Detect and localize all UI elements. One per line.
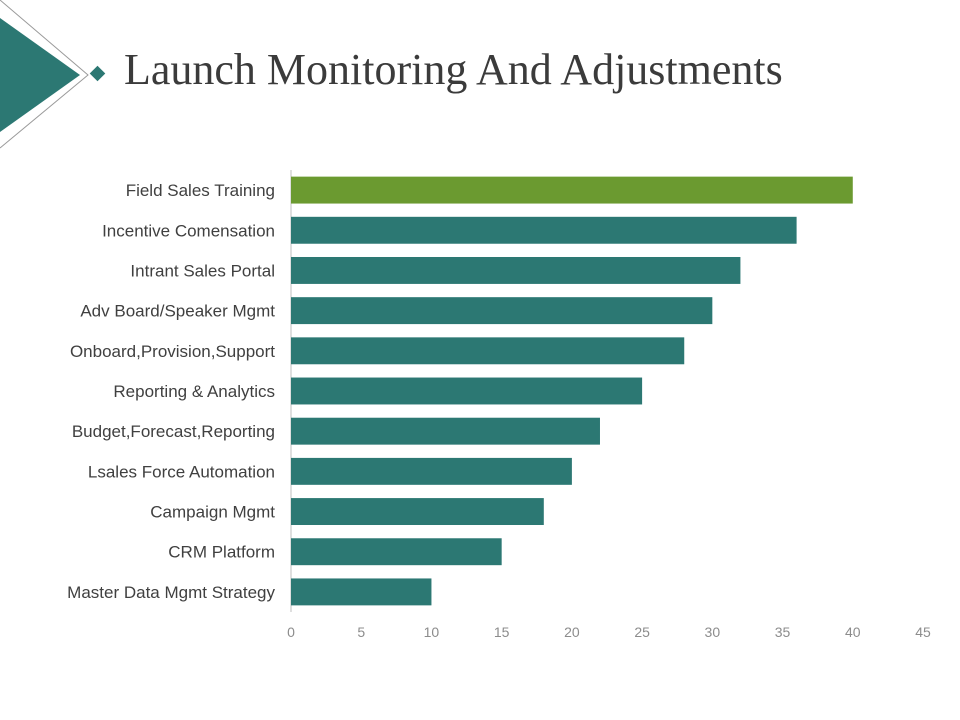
- corner-decoration: [0, 0, 106, 149]
- x-tick-label: 0: [287, 624, 295, 640]
- category-label: Master Data Mgmt Strategy: [67, 583, 275, 602]
- x-tick-label: 40: [845, 624, 861, 640]
- x-tick-label: 15: [494, 624, 510, 640]
- bar: [291, 337, 685, 365]
- category-label: CRM Platform: [168, 543, 275, 562]
- bar: [291, 457, 572, 485]
- bar: [291, 498, 544, 526]
- category-label: Campaign Mgmt: [150, 503, 275, 522]
- page-title: Launch Monitoring And Adjustments: [124, 45, 783, 94]
- bar: [291, 216, 797, 244]
- category-label: Field Sales Training: [126, 181, 275, 200]
- category-label: Onboard,Provision,Support: [70, 342, 275, 361]
- x-tick-label: 20: [564, 624, 580, 640]
- corner-triangle: [0, 18, 80, 132]
- x-tick-label: 5: [357, 624, 365, 640]
- diamond-bullet: [89, 65, 106, 82]
- bar: [291, 297, 713, 325]
- bar: [291, 377, 643, 405]
- bar: [291, 417, 600, 445]
- x-tick-label: 25: [634, 624, 650, 640]
- bar: [291, 256, 741, 284]
- x-tick-label: 30: [705, 624, 721, 640]
- x-tick-label: 35: [775, 624, 791, 640]
- x-tick-label: 45: [915, 624, 931, 640]
- bar: [291, 578, 432, 606]
- bar: [291, 176, 853, 204]
- category-label: Adv Board/Speaker Mgmt: [80, 302, 275, 321]
- category-label: Lsales Force Automation: [88, 462, 275, 481]
- x-tick-label: 10: [424, 624, 440, 640]
- category-label: Intrant Sales Portal: [130, 261, 275, 280]
- corner-outline: [0, 0, 89, 149]
- category-label: Incentive Comensation: [102, 221, 275, 240]
- category-label: Budget,Forecast,Reporting: [72, 422, 275, 441]
- category-label: Reporting & Analytics: [113, 382, 275, 401]
- bar: [291, 538, 502, 566]
